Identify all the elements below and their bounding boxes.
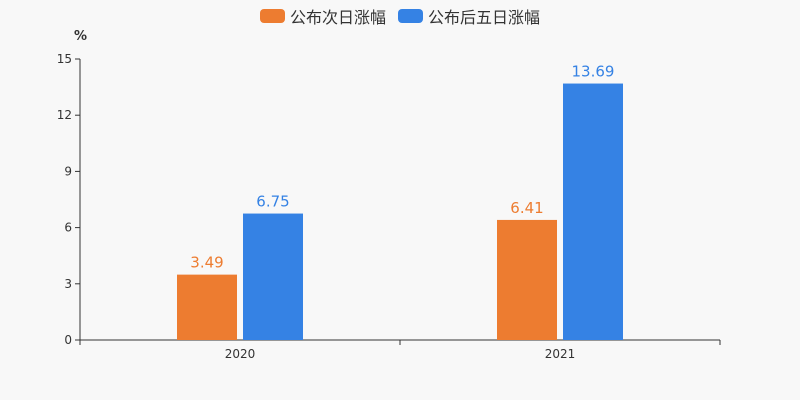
- data-label: 6.75: [256, 193, 289, 211]
- legend-label-series-1: 公布次日涨幅: [289, 8, 386, 27]
- chart-legend: 公布次日涨幅 公布后五日涨幅: [0, 4, 800, 28]
- legend-swatch-series-2: [398, 9, 423, 23]
- x-tick-label: 2020: [225, 347, 256, 361]
- y-tick-label: 9: [64, 164, 72, 178]
- data-label: 6.41: [510, 199, 543, 217]
- y-tick-label: 0: [64, 333, 72, 347]
- bar-2-2020[interactable]: [243, 213, 303, 340]
- legend-swatch-series-1: [259, 9, 285, 23]
- legend-label-series-2: 公布后五日涨幅: [428, 8, 541, 27]
- bar-2-2021[interactable]: [563, 83, 623, 341]
- data-label: 3.49: [190, 254, 223, 272]
- bar-1-2020[interactable]: [177, 274, 237, 340]
- x-tick-label: 2021: [545, 347, 576, 361]
- bar-1-2021[interactable]: [497, 219, 557, 340]
- data-label: 13.69: [572, 63, 615, 81]
- legend-item-series-1[interactable]: 公布次日涨幅: [259, 4, 386, 28]
- y-tick-label: 6: [64, 221, 72, 235]
- y-tick-label: 3: [64, 277, 72, 291]
- y-tick-label: 15: [57, 52, 72, 66]
- y-axis-unit-label: %: [74, 29, 88, 44]
- legend-item-series-2[interactable]: 公布后五日涨幅: [398, 4, 540, 28]
- y-tick-label: 12: [57, 108, 72, 122]
